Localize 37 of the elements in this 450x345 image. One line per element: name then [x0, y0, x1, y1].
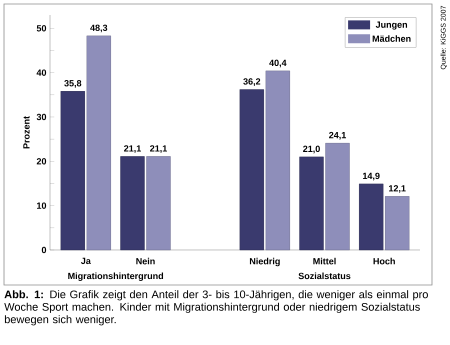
- text: Abb. 1: Die Grafik zeigt den Anteil der 3- bis 10-Jährigen, die weniger als einmal pro Woche Sport machen. Kinder mit Migrationshintergrund oder niedrigem Sozialstatus bewegen sich weniger.: [4, 290, 428, 326]
- data-label: 35,8: [64, 80, 82, 88]
- bar: [60, 91, 86, 250]
- legend-label: Mädchen: [372, 35, 411, 42]
- text: Sozialstatus: [298, 272, 350, 280]
- y-tick-label: 20: [36, 158, 46, 165]
- data-label: 40,4: [269, 60, 287, 68]
- x-tick-label: Nein: [136, 258, 155, 264]
- y-tick-label: 50: [36, 25, 46, 32]
- data-label: 24,1: [329, 132, 346, 140]
- data-label: 21,1: [124, 145, 141, 153]
- y-tick-label: 0: [42, 246, 46, 254]
- y-tick-label: 40: [36, 69, 46, 76]
- bar: [240, 89, 264, 250]
- x-tick-label: Hoch: [374, 258, 395, 264]
- bar: [384, 196, 410, 250]
- x-tick-label: Mittel: [313, 258, 336, 264]
- x-tick-label: Niedrig: [250, 258, 280, 266]
- data-label: 21,0: [303, 146, 320, 154]
- bar: [299, 156, 324, 250]
- bar: [266, 70, 290, 250]
- data-label: 36,2: [243, 78, 260, 86]
- bar: [325, 142, 350, 250]
- data-label: 21,1: [150, 145, 167, 153]
- bar: [120, 156, 145, 250]
- text: Migrationshintergrund: [68, 272, 164, 281]
- x-tick-label: Ja: [80, 258, 91, 264]
- bar: [86, 36, 112, 250]
- y-tick-label: 10: [37, 202, 46, 209]
- bar: [358, 184, 384, 250]
- y-axis-title: Prozent: [23, 116, 30, 148]
- data-label: 12,1: [388, 185, 406, 193]
- y-tick-label: 30: [36, 114, 46, 120]
- legend-label: Jungen: [376, 22, 408, 30]
- data-label: 14,9: [362, 172, 380, 180]
- bar: [146, 156, 171, 250]
- data-label: 48,3: [90, 24, 108, 32]
